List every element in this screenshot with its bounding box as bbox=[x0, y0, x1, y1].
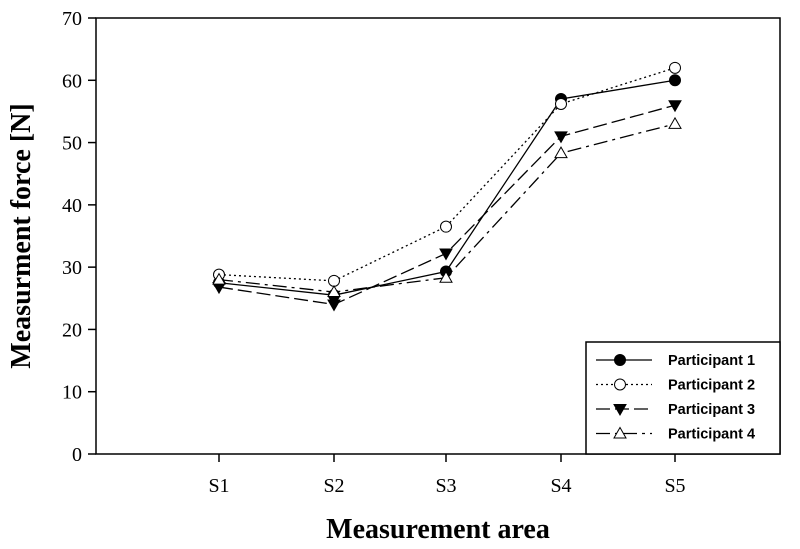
y-tick-label: 0 bbox=[72, 444, 82, 466]
data-point bbox=[439, 248, 453, 261]
data-point bbox=[669, 74, 681, 87]
legend-item: Participant 3 bbox=[596, 402, 755, 418]
data-point bbox=[669, 61, 681, 74]
plot-border bbox=[95, 17, 781, 455]
legend: Participant 1 Participant 2 Participant 3 P… bbox=[585, 341, 781, 455]
legend-label: Participant 4 bbox=[668, 427, 755, 443]
x-axis: S1 S2 S3 S4 S5 bbox=[208, 454, 686, 497]
x-tick-label: S1 bbox=[208, 475, 229, 497]
data-point bbox=[440, 220, 452, 233]
legend-item: Participant 2 bbox=[596, 378, 755, 394]
plot-frame bbox=[95, 17, 781, 455]
data-point bbox=[212, 272, 226, 285]
data-point bbox=[555, 97, 567, 110]
x-tick-label: S4 bbox=[550, 475, 571, 497]
y-tick-label: 50 bbox=[62, 133, 82, 155]
series-3 bbox=[212, 100, 682, 312]
y-tick-label: 60 bbox=[62, 70, 82, 92]
data-point bbox=[554, 131, 568, 144]
series-line bbox=[218, 67, 676, 282]
data-point bbox=[328, 274, 340, 287]
series-2 bbox=[213, 61, 681, 287]
legend-marker bbox=[614, 354, 626, 366]
x-tick-label: S2 bbox=[323, 475, 344, 497]
legend-label: Participant 1 bbox=[668, 353, 755, 369]
data-point bbox=[327, 285, 341, 298]
legend-item: Participant 1 bbox=[596, 353, 755, 369]
legend-marker bbox=[613, 426, 627, 439]
legend-label: Participant 2 bbox=[668, 378, 755, 394]
y-tick-label: 10 bbox=[62, 382, 82, 404]
data-point bbox=[327, 299, 341, 312]
y-axis: 0 10 20 30 40 50 60 70 bbox=[62, 8, 96, 466]
legend-item: Participant 4 bbox=[596, 426, 755, 443]
y-axis-title: Measurment force [N] bbox=[6, 103, 37, 368]
y-tick-label: 70 bbox=[62, 8, 82, 30]
data-point bbox=[439, 270, 453, 283]
legend-label: Participant 3 bbox=[668, 402, 755, 418]
y-tick-label: 20 bbox=[62, 319, 82, 341]
x-tick-label: S3 bbox=[435, 475, 456, 497]
series-4 bbox=[212, 116, 682, 298]
series-line bbox=[218, 79, 676, 296]
data-point bbox=[668, 100, 682, 113]
legend-marker bbox=[614, 378, 626, 391]
x-axis-title: Measurement area bbox=[326, 514, 550, 545]
data-point bbox=[668, 116, 682, 129]
series-layer bbox=[212, 61, 682, 312]
y-tick-label: 40 bbox=[62, 195, 82, 217]
x-tick-label: S5 bbox=[664, 475, 685, 497]
y-tick-label: 30 bbox=[62, 257, 82, 279]
data-point bbox=[554, 146, 568, 159]
legend-marker bbox=[613, 404, 627, 417]
series-1 bbox=[213, 74, 681, 302]
